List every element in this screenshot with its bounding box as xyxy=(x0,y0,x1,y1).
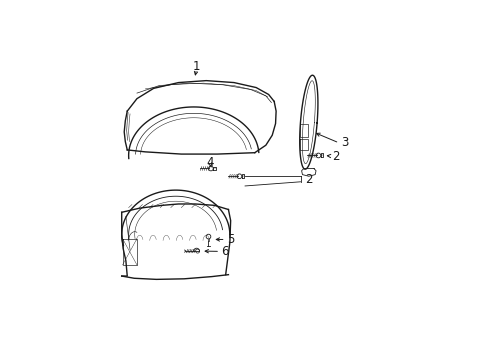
Text: 3: 3 xyxy=(340,136,347,149)
Text: 2: 2 xyxy=(332,149,339,162)
Text: 4: 4 xyxy=(206,156,214,169)
Text: 5: 5 xyxy=(226,233,234,246)
Text: 6: 6 xyxy=(221,245,228,258)
Text: 1: 1 xyxy=(192,60,200,73)
Text: 2: 2 xyxy=(304,172,311,185)
